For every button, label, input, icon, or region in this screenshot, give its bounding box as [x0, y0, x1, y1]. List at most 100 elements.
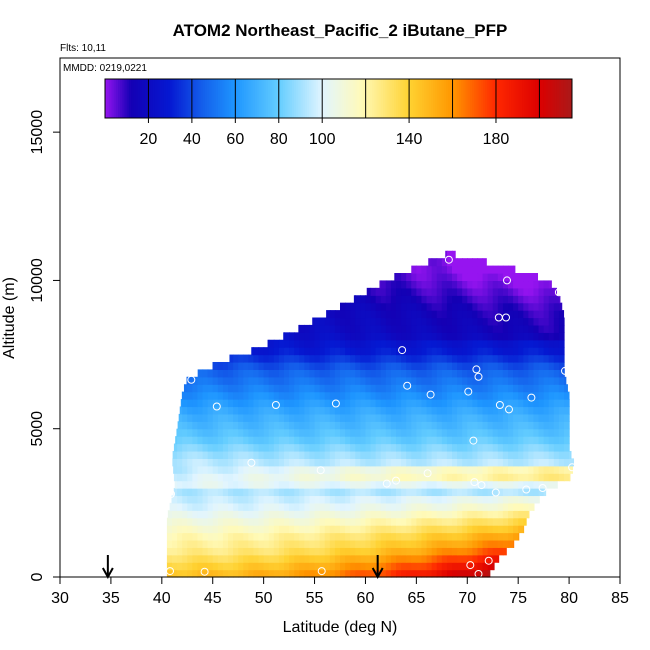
- heatmap-cell: [370, 488, 377, 497]
- heatmap-cell: [543, 302, 550, 311]
- heatmap-cell: [253, 532, 260, 541]
- heatmap-cell: [329, 488, 336, 497]
- heatmap-cell: [426, 347, 433, 356]
- heatmap-cell: [273, 539, 280, 548]
- sample-point: [403, 381, 412, 390]
- heatmap-cell: [355, 354, 361, 363]
- heatmap-cell: [411, 569, 417, 578]
- colorbar-segment: [363, 79, 367, 118]
- colorbar-segment: [167, 79, 171, 118]
- heatmap-cell: [411, 502, 417, 511]
- heatmap-cell: [319, 473, 326, 482]
- heatmap-cell: [523, 369, 529, 378]
- heatmap-cell: [324, 539, 331, 548]
- heatmap-cell: [497, 532, 504, 541]
- heatmap-cell: [446, 473, 453, 482]
- heatmap-cell: [472, 554, 479, 563]
- heatmap-cell: [452, 280, 458, 289]
- heatmap-cell: [294, 391, 300, 400]
- heatmap-cell: [467, 406, 473, 415]
- heatmap-cell: [228, 428, 234, 437]
- heatmap-cell: [207, 443, 214, 452]
- heatmap-cell: [472, 458, 479, 467]
- heatmap-cell: [222, 510, 229, 519]
- heatmap-cell: [309, 458, 316, 467]
- heatmap-cell: [518, 399, 524, 408]
- heatmap-cell: [421, 347, 428, 356]
- heatmap-cell: [523, 399, 529, 408]
- heatmap-cell: [431, 495, 438, 504]
- heatmap-cell: [411, 458, 417, 467]
- heatmap-cell: [340, 465, 346, 474]
- colorbar-segment: [122, 79, 126, 118]
- heatmap-cell: [426, 391, 433, 400]
- heatmap-cell: [324, 421, 331, 430]
- heatmap-cell: [329, 480, 336, 489]
- heatmap-cell: [390, 502, 397, 511]
- colorbar-segment: [118, 79, 121, 118]
- sample-point: [382, 479, 391, 488]
- heatmap-cell: [411, 443, 417, 452]
- heatmap-cell: [390, 391, 397, 400]
- heatmap-cell: [482, 450, 489, 459]
- heatmap-cell: [446, 384, 453, 393]
- heatmap-cell: [212, 495, 219, 504]
- heatmap-cell: [187, 502, 193, 511]
- heatmap-cell: [508, 488, 514, 497]
- heatmap-cell: [319, 332, 326, 341]
- heatmap-cell: [268, 465, 275, 474]
- heatmap-cell: [502, 502, 509, 511]
- heatmap-cell: [441, 399, 448, 408]
- heatmap-cell: [548, 310, 555, 319]
- heatmap-cell: [299, 339, 305, 348]
- colorbar-segment: [215, 79, 219, 118]
- heatmap-cell: [340, 361, 346, 370]
- heatmap-cell: [309, 502, 316, 511]
- heatmap-cell: [289, 532, 295, 541]
- heatmap-cell: [431, 525, 438, 534]
- heatmap-cell: [375, 354, 382, 363]
- colorbar-segment: [517, 79, 521, 118]
- heatmap-cell: [228, 562, 234, 571]
- heatmap-cell: [360, 443, 367, 452]
- heatmap-cell: [365, 532, 372, 541]
- heatmap-cell: [452, 287, 458, 296]
- heatmap-cell: [360, 369, 367, 378]
- heatmap-cell: [273, 413, 280, 422]
- sample-point: [426, 390, 435, 399]
- heatmap-cell: [385, 480, 392, 489]
- heatmap-cell: [233, 525, 239, 534]
- heatmap-cell: [284, 436, 290, 445]
- heatmap-cell: [528, 384, 535, 393]
- heatmap-cell: [263, 569, 270, 578]
- heatmap-cell: [375, 465, 382, 474]
- heatmap-cell: [533, 361, 540, 370]
- heatmap-cell: [334, 562, 341, 571]
- heatmap-cell: [411, 539, 417, 548]
- heatmap-cell: [340, 376, 346, 385]
- colorbar-segment: [220, 79, 223, 118]
- colorbar-segment: [441, 79, 445, 118]
- heatmap-cell: [375, 413, 382, 422]
- heatmap-cell: [467, 488, 473, 497]
- heatmap-cell: [278, 399, 285, 408]
- heatmap-cell: [177, 443, 183, 452]
- heatmap-cell: [329, 376, 336, 385]
- heatmap-cell: [492, 339, 499, 348]
- heatmap-cell: [289, 458, 295, 467]
- heatmap-cell: [187, 465, 193, 474]
- heatmap-cell: [365, 324, 372, 333]
- heatmap-cell: [212, 473, 219, 482]
- heatmap-cell: [497, 361, 504, 370]
- heatmap-cell: [553, 421, 560, 430]
- heatmap-cell: [212, 428, 219, 437]
- heatmap-cell: [350, 428, 356, 437]
- heatmap-cell: [416, 384, 423, 393]
- heatmap-cell: [513, 495, 519, 504]
- heatmap-cell: [472, 265, 479, 274]
- heatmap-cell: [477, 287, 484, 296]
- colorbar-segment: [478, 79, 482, 118]
- heatmap-cell: [340, 502, 346, 511]
- heatmap-cell: [446, 450, 453, 459]
- heatmap-cell: [502, 280, 509, 289]
